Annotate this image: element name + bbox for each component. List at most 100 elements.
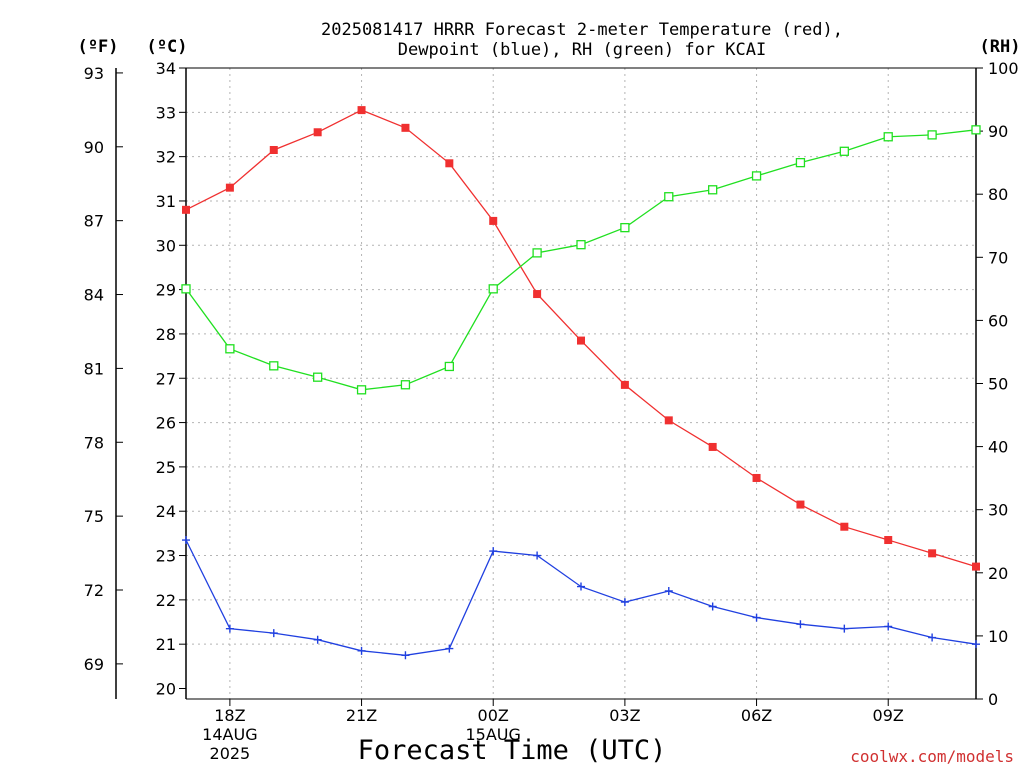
dewpoint-point	[752, 613, 761, 622]
celsius-tick-label: 27	[156, 369, 176, 388]
rh-point	[488, 284, 498, 294]
rh-tick-label: 40	[988, 438, 1008, 457]
dewpoint-line	[185, 539, 977, 656]
title-line-2: Dewpoint (blue), RH (green) for KCAI	[398, 40, 766, 60]
temperature-point	[928, 549, 937, 558]
temperature-point	[313, 128, 322, 137]
temperature-point	[620, 380, 629, 389]
rh-point	[313, 372, 323, 382]
dewpoint-point	[225, 624, 234, 633]
rh-point	[971, 125, 981, 135]
dewpoint-point	[928, 633, 937, 642]
celsius-tick-label: 24	[156, 502, 176, 521]
celsius-tick-label: 31	[156, 192, 176, 211]
rh-line	[185, 129, 977, 391]
x-axis-label: Forecast Time (UTC)	[358, 735, 667, 766]
rh-axis-unit: (RH)	[980, 37, 1021, 57]
rh-point	[400, 380, 411, 390]
rh-tick-label: 60	[988, 311, 1008, 330]
fahrenheit-axis-unit: (ºF)	[78, 37, 119, 57]
temperature-point	[489, 216, 498, 225]
data-series	[181, 106, 981, 660]
temperature-point	[752, 473, 761, 482]
dewpoint-point	[357, 646, 366, 655]
rh-point	[883, 132, 893, 142]
rh-point	[532, 248, 542, 258]
rh-tick-label: 30	[988, 501, 1008, 520]
temperature-point	[972, 562, 980, 571]
x-tick-label: 14AUG	[202, 725, 257, 744]
fahrenheit-tick-label: 90	[84, 138, 104, 157]
dewpoint-point	[796, 620, 805, 629]
celsius-tick-label: 23	[156, 547, 176, 566]
rh-tick-label: 50	[988, 375, 1008, 394]
celsius-tick-label: 26	[156, 414, 176, 433]
celsius-tick-label: 32	[156, 148, 176, 167]
temperature-point	[708, 442, 717, 451]
rh-series	[181, 125, 981, 395]
rh-tick-label: 20	[988, 564, 1008, 583]
temperature-point	[401, 123, 410, 132]
fahrenheit-tick-label: 69	[84, 655, 104, 674]
dewpoint-point	[884, 622, 893, 631]
celsius-tick-label: 34	[156, 59, 176, 78]
rh-point	[444, 361, 454, 372]
rh-point	[576, 240, 586, 250]
dewpoint-point	[972, 640, 980, 649]
rh-point	[269, 361, 279, 371]
rh-point	[356, 385, 367, 395]
dewpoint-series	[182, 536, 980, 660]
x-tick-label: 18Z	[214, 706, 245, 725]
celsius-tick-label: 21	[156, 635, 176, 654]
dewpoint-point	[533, 551, 542, 560]
axes	[115, 67, 983, 706]
rh-point	[839, 146, 849, 156]
x-tick-label: 15AUG	[466, 725, 521, 744]
temperature-point	[577, 336, 585, 345]
grid-lines	[186, 68, 976, 699]
fahrenheit-tick-label: 84	[84, 286, 104, 305]
dewpoint-point	[269, 629, 278, 638]
credit-link[interactable]: coolwx.com/models	[850, 747, 1014, 766]
rh-point	[795, 157, 806, 168]
rh-tick-label: 80	[988, 185, 1008, 204]
rh-point	[751, 171, 762, 181]
temperature-point	[357, 106, 366, 115]
celsius-tick-label: 22	[156, 591, 176, 610]
temperature-point	[796, 500, 805, 509]
fahrenheit-tick-label: 87	[84, 212, 104, 231]
chart-title: 2025081417 HRRR Forecast 2-meter Tempera…	[321, 20, 843, 60]
celsius-tick-label: 20	[156, 680, 176, 699]
temperature-point	[182, 205, 190, 214]
rh-tick-label: 90	[988, 122, 1008, 141]
rh-point	[225, 344, 235, 354]
temperature-point	[533, 290, 542, 299]
fahrenheit-tick-label: 81	[84, 359, 104, 378]
fahrenheit-tick-label: 93	[84, 64, 104, 83]
celsius-tick-label: 25	[156, 458, 176, 477]
x-tick-label: 03Z	[609, 706, 640, 725]
rh-tick-label: 100	[988, 59, 1019, 78]
dewpoint-point	[840, 624, 849, 633]
fahrenheit-tick-label: 72	[84, 581, 104, 600]
temperature-point	[664, 416, 673, 425]
x-tick-label: 00Z	[478, 706, 509, 725]
tick-labels: 20 21 22 23 24 25 26 27 28 29 30 31 32 33 34 69 72 75 78 81…	[84, 59, 1019, 763]
temperature-point	[225, 183, 234, 192]
celsius-tick-label: 28	[156, 325, 176, 344]
rh-point	[927, 130, 937, 140]
x-tick-label: 06Z	[741, 706, 772, 725]
fahrenheit-tick-label: 78	[84, 433, 104, 452]
title-line-1: 2025081417 HRRR Forecast 2-meter Tempera…	[321, 20, 843, 40]
dewpoint-point	[620, 598, 629, 607]
rh-point	[181, 284, 191, 294]
dewpoint-point	[489, 547, 498, 556]
celsius-axis-unit: (ºC)	[147, 37, 188, 57]
dewpoint-point	[182, 536, 190, 545]
temperature-point	[445, 159, 454, 168]
dewpoint-point	[313, 635, 322, 644]
dewpoint-point	[664, 586, 673, 595]
rh-tick-label: 10	[988, 627, 1008, 646]
x-tick-label: 2025	[210, 744, 251, 763]
